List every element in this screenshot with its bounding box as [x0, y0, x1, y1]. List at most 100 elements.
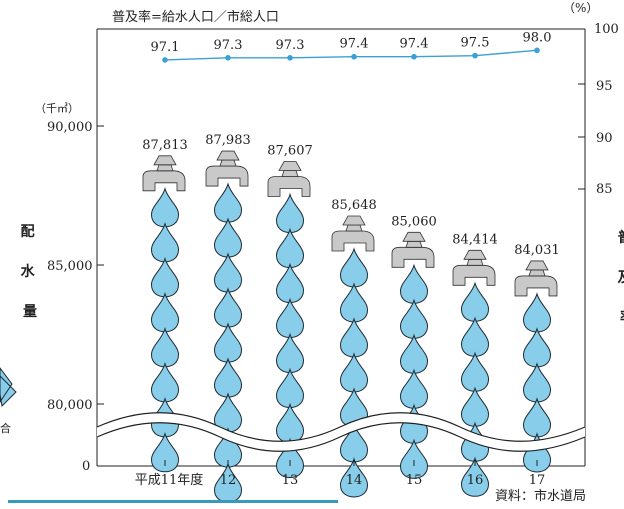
right-axis-unit: （%） [563, 1, 598, 15]
rate-point-2 [287, 55, 293, 61]
water-drop-0-2 [150, 256, 180, 298]
water-drop-3-6 [339, 457, 369, 498]
axis-break [96, 412, 586, 452]
bar-3: 85,648 [331, 198, 377, 498]
water-drop-5-5 [460, 456, 490, 497]
bar-value-label-5: 84,414 [452, 232, 498, 247]
water-drop-4-1 [399, 298, 429, 339]
x-tick-label-5: 16 [467, 473, 484, 488]
faucet-icon [331, 230, 375, 252]
faucet-icon [452, 264, 496, 286]
right-axis-label-char-3: 率 [620, 309, 624, 326]
water-drop-0-5 [150, 361, 180, 403]
rate-value-label-1: 97.3 [214, 38, 243, 53]
water-drop-1-1 [213, 217, 243, 258]
water-drop-4-3 [399, 368, 429, 409]
water-drop-0-7 [150, 431, 180, 473]
bar-value-label-2: 87,607 [267, 144, 313, 159]
faucet-handle [525, 260, 549, 271]
water-drop-6-3 [522, 397, 552, 438]
bar-1: 87,983 [205, 133, 251, 503]
water-drop-5-3 [460, 386, 490, 427]
rate-point-4 [411, 53, 417, 60]
rate-value-label-5: 97.5 [461, 36, 490, 51]
water-drop-1-3 [213, 287, 243, 328]
rate-point-0 [162, 57, 168, 63]
left-axis-unit: （千㎥） [35, 102, 79, 115]
faucet-handle [216, 150, 240, 161]
water-drop-0-4 [150, 326, 180, 368]
bar-value-label-3: 85,648 [331, 198, 377, 213]
category-labels: 平成11年度 12 13 14 15 16 17 [135, 460, 545, 488]
rate-value-label-4: 97.4 [400, 37, 429, 52]
faucet-neck [281, 170, 299, 177]
water-drop-4-0 [399, 263, 429, 304]
water-drop-0-3 [150, 291, 180, 333]
faucet-icon [391, 246, 435, 268]
right-tick-label-85: 85 [596, 182, 613, 197]
rate-point-6 [534, 47, 540, 54]
x-tick-label-0: 平成11年度 [135, 472, 204, 488]
partial-left-drop [0, 367, 17, 408]
faucet-icon [267, 176, 311, 197]
rate-point-5 [472, 52, 478, 59]
source-note: 資料：市水道局 [495, 488, 586, 504]
bar-5: 84,414 [452, 232, 498, 497]
rate-value-label-3: 97.4 [340, 37, 369, 52]
water-drop-3-0 [339, 247, 369, 288]
water-drop-5-0 [460, 281, 490, 322]
faucet-neck [528, 269, 546, 277]
left-tick-label-0: 0 [82, 459, 90, 474]
bar-2: 87,607 [267, 144, 313, 479]
water-drop-5-2 [460, 351, 490, 392]
water-drop-2-7 [275, 437, 305, 479]
water-drop-2-5 [275, 367, 305, 409]
right-tick-label-90: 90 [596, 131, 613, 146]
x-tick-label-4: 15 [406, 473, 423, 488]
faucet-neck [156, 164, 174, 172]
bar-value-label-4: 85,060 [391, 214, 437, 229]
right-axis-label-char-2: 及 [618, 270, 624, 286]
bar-value-label-1: 87,983 [205, 133, 251, 148]
water-drop-1-5 [213, 357, 243, 398]
faucet-icon [142, 170, 186, 192]
water-drop-0-0 [150, 186, 180, 228]
right-tick-label-100: 100 [594, 22, 619, 37]
water-drop-1-2 [213, 252, 243, 293]
faucet-neck [466, 258, 484, 266]
left-axis-label-char-2: 水 [21, 263, 36, 280]
water-drop-6-0 [522, 292, 552, 333]
water-drop-2-1 [275, 227, 305, 269]
bar-6: 84,031 [514, 243, 560, 473]
right-tick-label-95: 95 [596, 79, 613, 94]
water-drop-2-2 [275, 262, 305, 304]
chart-top-note: 普及率=給水人口／市総人口 [112, 9, 279, 25]
water-drop-3-1 [339, 282, 369, 323]
drop-columns: 87,813 87,983 87,607 85,648 85,060 84,414 84,0… [142, 133, 560, 503]
x-tick-label-2: 13 [282, 473, 299, 488]
water-drop-3-3 [339, 352, 369, 393]
water-drop-1-4 [213, 322, 243, 363]
axis-break-fill [97, 412, 585, 452]
faucet-handle [342, 215, 366, 226]
left-tick-label-85000: 85,000 [47, 259, 93, 274]
water-drop-6-2 [522, 362, 552, 403]
faucet-handle [153, 155, 177, 166]
water-drop-6-1 [522, 327, 552, 368]
rate-value-label-0: 97.1 [151, 40, 180, 55]
bar-value-label-6: 84,031 [514, 243, 560, 258]
faucet-neck [345, 224, 363, 232]
rate-series: 97.1 97.3 97.3 97.4 97.4 97.5 98.0 [151, 30, 551, 63]
faucet-neck [405, 240, 423, 248]
water-drop-6-4 [522, 432, 552, 473]
rate-point-1 [225, 55, 231, 61]
axis-break-wave-upper [96, 412, 586, 442]
water-drop-4-5 [399, 438, 429, 479]
faucet-neck [219, 159, 237, 167]
water-drop-5-1 [460, 316, 490, 357]
bar-4: 85,060 [391, 214, 437, 479]
bar-value-label-0: 87,813 [142, 138, 188, 153]
x-tick-label-3: 14 [346, 473, 363, 488]
faucet-handle [402, 231, 426, 242]
